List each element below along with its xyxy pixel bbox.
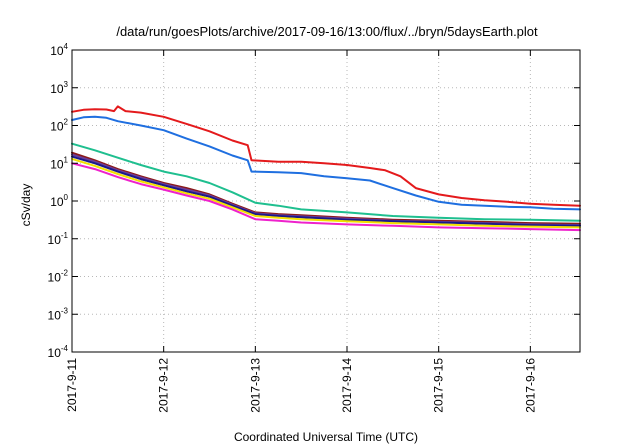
y-tick-label: 103 — [50, 80, 68, 96]
y-tick-base: 10 — [48, 346, 62, 360]
x-tick-label: 2017-9-14 — [340, 358, 354, 413]
y-tick-base: 10 — [50, 82, 64, 96]
y-tick-exponent: 1 — [64, 155, 69, 164]
x-tick-label: 2017-9-16 — [523, 358, 537, 413]
y-tick-base: 10 — [48, 308, 62, 322]
x-tick-label: 2017-9-11 — [65, 358, 79, 412]
y-tick-exponent: -1 — [61, 231, 69, 240]
y-tick-exponent: -2 — [61, 269, 69, 278]
y-tick-label: 104 — [50, 42, 68, 58]
y-tick-base: 10 — [50, 44, 64, 58]
y-tick-label: 10-3 — [48, 306, 69, 322]
x-tick-label: 2017-9-15 — [432, 358, 446, 413]
series-layer — [71, 105, 581, 232]
y-tick-base: 10 — [48, 271, 62, 285]
series-line-1 — [71, 105, 581, 207]
x-axis-label: Coordinated Universal Time (UTC) — [234, 430, 418, 444]
y-tick-base: 10 — [50, 157, 64, 171]
y-tick-exponent: -4 — [61, 344, 69, 353]
y-tick-label: 10-1 — [48, 231, 69, 247]
y-tick-label: 10-4 — [48, 344, 69, 360]
x-tick-label: 2017-9-12 — [157, 358, 171, 413]
y-axis-label: cSv/day — [19, 184, 33, 227]
series-line-7 — [71, 157, 581, 229]
y-tick-exponent: -3 — [61, 306, 69, 315]
y-tick-label: 100 — [50, 193, 68, 209]
y-tick-exponent: 0 — [64, 193, 69, 202]
x-tick-label: 2017-9-13 — [248, 358, 262, 413]
y-tick-exponent: 4 — [64, 42, 69, 51]
y-tick-base: 10 — [50, 120, 64, 134]
y-tick-label: 101 — [50, 155, 68, 171]
series-line-3 — [71, 142, 581, 222]
y-tick-base: 10 — [48, 233, 62, 247]
y-tick-exponent: 2 — [64, 118, 69, 127]
y-tick-exponent: 3 — [64, 80, 69, 89]
grid — [72, 50, 580, 352]
series-line-2 — [71, 115, 581, 211]
y-tick-base: 10 — [50, 195, 64, 209]
y-tick-label: 102 — [50, 118, 68, 134]
y-tick-label: 10-2 — [48, 269, 69, 285]
series-line-6 — [71, 155, 581, 227]
series-line-5 — [71, 153, 581, 227]
x-axis: 2017-9-11 2017-9-12 2017-9-13 2017-9-14 2017… — [65, 50, 537, 413]
chart-title: /data/run/goesPlots/archive/2017-09-16/1… — [116, 24, 538, 39]
series-line-8 — [71, 162, 581, 232]
